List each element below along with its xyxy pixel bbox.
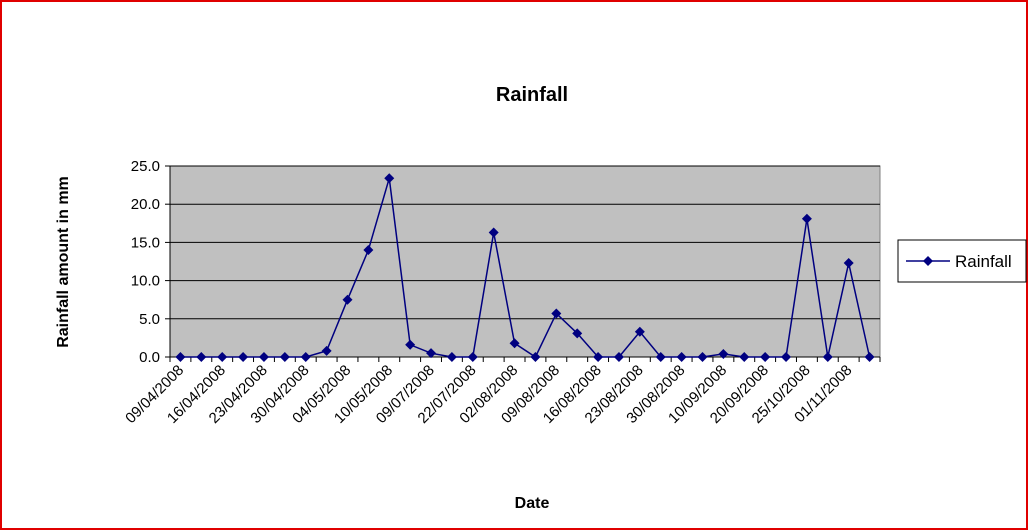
y-tick-label: 10.0 [131, 273, 160, 290]
point [530, 352, 541, 362]
point [634, 326, 645, 337]
point [697, 352, 708, 362]
point [405, 339, 416, 350]
point [781, 352, 792, 362]
point [488, 227, 499, 238]
y-tick-label: 0.0 [139, 349, 160, 366]
line [180, 178, 871, 359]
point [739, 352, 750, 362]
point [217, 352, 228, 362]
point [864, 352, 875, 362]
point [258, 352, 269, 362]
y-axis-label: Rainfall amount in mm [55, 176, 72, 348]
point [551, 308, 562, 319]
y-tick-label: 20.0 [131, 196, 160, 213]
y-tick-label: 15.0 [131, 234, 160, 251]
plot-area [169, 165, 881, 358]
point [300, 352, 311, 362]
point [467, 352, 478, 362]
point [279, 352, 290, 362]
point [384, 173, 395, 184]
point [593, 352, 604, 362]
point [613, 352, 624, 362]
chart-title: Rainfall [496, 84, 568, 106]
legend-marker [923, 256, 933, 266]
point [572, 328, 583, 339]
point [175, 352, 186, 362]
point [509, 338, 520, 349]
y-tick-label: 5.0 [139, 311, 160, 328]
point [676, 352, 687, 362]
legend-label: Rainfall [955, 252, 1012, 271]
point [822, 352, 833, 362]
point [760, 352, 771, 362]
point [363, 245, 374, 256]
y-tick-label: 25.0 [131, 158, 160, 175]
point [342, 294, 353, 305]
point [843, 258, 854, 269]
point [238, 352, 249, 362]
point [321, 345, 332, 356]
point [655, 352, 666, 362]
point [801, 213, 812, 224]
point [426, 348, 437, 359]
point [196, 352, 207, 362]
x-axis-label: Date [515, 495, 550, 512]
point [718, 348, 729, 359]
point [446, 352, 457, 362]
